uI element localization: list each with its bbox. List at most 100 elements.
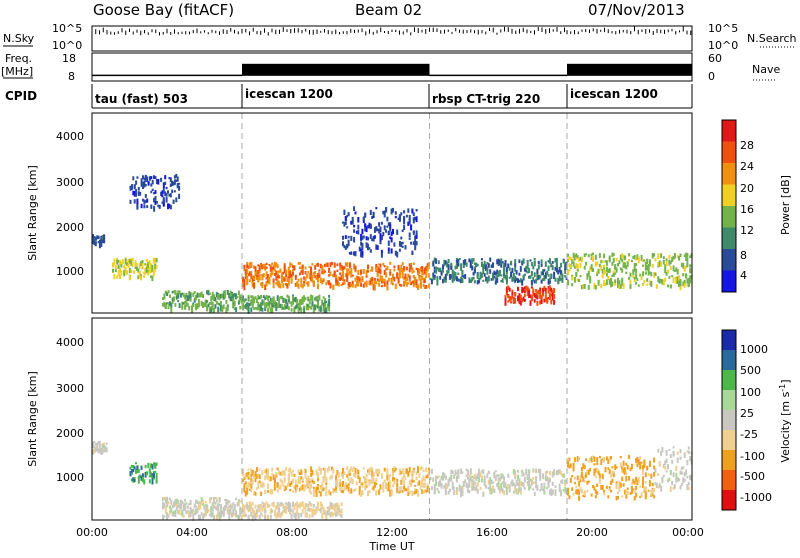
range-gate-cell	[528, 485, 531, 491]
range-gate-cell	[605, 485, 608, 489]
range-gate-cell	[408, 467, 411, 473]
range-gate-cell	[347, 235, 350, 239]
range-gate-cell	[629, 284, 632, 289]
range-gate-cell	[210, 296, 213, 302]
range-gate-cell	[396, 276, 399, 280]
range-gate-cell	[637, 459, 640, 465]
range-gate-cell	[579, 256, 582, 261]
range-gate-cell	[518, 293, 521, 298]
cpid-label: CPID	[5, 89, 37, 103]
range-gate-cell	[301, 484, 304, 491]
range-gate-cell	[635, 268, 638, 274]
range-gate-cell	[305, 480, 308, 486]
range-gate-cell	[254, 491, 257, 496]
range-gate-cell	[250, 503, 253, 510]
range-gate-cell	[268, 295, 271, 298]
range-gate-cell	[376, 468, 379, 474]
range-gate-cell	[651, 263, 654, 268]
range-gate-cell	[336, 279, 339, 286]
range-gate-cell	[325, 511, 328, 518]
range-gate-cell	[396, 272, 399, 278]
range-gate-cell	[237, 514, 240, 521]
range-gate-cell	[300, 283, 303, 288]
range-gate-cell	[382, 262, 385, 266]
range-gate-cell	[505, 279, 508, 285]
range-gate-cell	[191, 509, 193, 514]
xtick-6: 00:00	[672, 526, 704, 539]
range-gate-cell	[665, 450, 668, 456]
range-gate-cell	[392, 470, 394, 477]
colorbar-swatch	[722, 184, 736, 206]
range-gate-cell	[197, 514, 200, 520]
range-gate-cell	[444, 273, 447, 280]
range-gate-cell	[528, 267, 531, 273]
range-gate-cell	[199, 504, 202, 510]
range-gate-cell	[551, 489, 554, 494]
range-gate-cell	[347, 243, 350, 247]
range-gate-cell	[251, 282, 254, 287]
range-gate-cell	[398, 274, 401, 279]
range-gate-cell	[350, 272, 353, 278]
range-gate-cell	[296, 503, 299, 510]
range-gate-cell	[479, 472, 482, 478]
range-gate-cell	[501, 474, 504, 479]
range-gate-cell	[328, 305, 331, 308]
range-gate-cell	[360, 481, 363, 487]
range-gate-cell	[323, 512, 326, 515]
range-gate-cell	[303, 296, 306, 302]
range-gate-cell	[298, 305, 301, 309]
range-gate-cell	[529, 259, 532, 262]
range-gate-cell	[385, 482, 388, 488]
range-gate-cell	[372, 212, 375, 215]
range-gate-cell	[680, 483, 683, 486]
range-gate-cell	[136, 468, 139, 474]
range-gate-cell	[518, 484, 521, 490]
range-gate-cell	[378, 282, 381, 287]
range-gate-cell	[447, 491, 450, 495]
range-gate-cell	[678, 275, 681, 281]
range-gate-cell	[242, 514, 244, 517]
range-gate-cell	[264, 489, 267, 494]
range-gate-cell	[504, 298, 507, 302]
range-gate-cell	[348, 468, 351, 475]
range-gate-cell	[643, 280, 646, 284]
range-gate-cell	[150, 463, 153, 468]
range-gate-cell	[151, 179, 154, 185]
range-gate-cell	[272, 265, 275, 270]
range-gate-cell	[164, 304, 167, 308]
range-gate-cell	[644, 493, 647, 500]
colorbar-frame	[721, 329, 737, 511]
range-gate-cell	[348, 252, 351, 255]
range-gate-cell	[164, 175, 167, 180]
range-gate-cell	[207, 303, 210, 308]
range-gate-cell	[250, 307, 253, 312]
range-gate-cell	[293, 512, 296, 518]
range-gate-cell	[287, 482, 290, 486]
range-gate-cell	[272, 299, 275, 305]
range-gate-cell	[535, 289, 538, 292]
range-gate-cell	[247, 514, 250, 520]
range-gate-cell	[564, 262, 567, 265]
range-gate-cell	[560, 470, 563, 476]
range-gate-cell	[612, 270, 615, 274]
range-gate-cell	[586, 489, 589, 493]
range-gate-cell	[94, 239, 97, 244]
range-gate-cell	[403, 276, 406, 280]
range-gate-cell	[332, 284, 335, 290]
range-gate-cell	[621, 268, 624, 273]
range-gate-cell	[467, 469, 469, 476]
range-gate-cell	[561, 279, 564, 283]
range-gate-cell	[661, 279, 664, 285]
range-gate-cell	[665, 458, 668, 463]
range-gate-cell	[371, 266, 374, 272]
range-gate-cell	[228, 508, 231, 515]
range-gate-cell	[651, 493, 654, 496]
range-gate-cell	[510, 296, 513, 300]
range-gate-cell	[471, 258, 474, 264]
range-gate-cell	[401, 272, 404, 279]
range-gate-cell	[590, 257, 593, 260]
range-gate-cell	[129, 185, 132, 191]
range-gate-cell	[593, 472, 596, 476]
range-gate-cell	[135, 462, 137, 465]
range-gate-cell	[254, 471, 257, 477]
